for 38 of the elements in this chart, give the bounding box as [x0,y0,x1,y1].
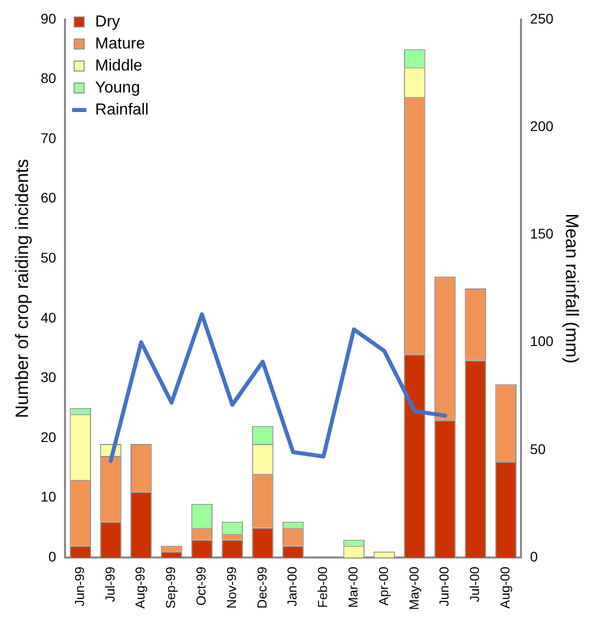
y-tick-label: 80 [40,70,56,86]
y-tick-label: 60 [40,190,56,206]
x-tick-label: Oct-99 [194,566,209,606]
x-tick-label: May-00 [406,566,422,610]
x-tick-label: Aug-00 [497,566,512,609]
y2-tick-label: 250 [530,10,554,26]
legend-label: Dry [95,13,120,30]
x-tick-label: Dec-99 [254,566,270,609]
x-tick-label: Nov-99 [224,566,239,609]
y2-axis-title: Mean rainfall (mm) [562,214,582,364]
y2-tick-label: 100 [530,333,554,350]
y2-tick-label: 0 [530,548,538,565]
x-tick-label: Aug-99 [132,566,148,609]
x-tick-label: Sep-99 [163,566,178,609]
y-tick-label: 90 [40,10,56,26]
y-tick-label: 30 [40,369,56,386]
legend-label: Mature [95,35,146,52]
x-tick-label: Jun-00 [436,566,452,606]
x-tick-label: Apr-00 [376,566,391,606]
x-tick-label: Jul-99 [102,566,118,602]
x-tick-label: Feb-00 [315,566,330,608]
x-tick-label: Mar-00 [345,566,360,608]
y2-tick-label: 50 [530,440,546,457]
y-tick-label: 20 [40,428,56,445]
y-tick-label: 0 [48,548,56,565]
legend-label: Middle [95,57,142,74]
x-tick-label: Jan-00 [284,566,300,606]
y2-tick-label: 200 [530,118,554,134]
legend-label: Young [95,79,140,96]
y-tick-label: 50 [40,249,56,266]
y-axis-title: Number of crop raiding incidents [12,158,32,418]
y-tick-label: 70 [40,130,56,146]
y-tick-label: 40 [40,309,56,326]
legend-label: Rainfall [95,101,149,118]
y2-tick-label: 150 [530,226,554,242]
x-tick-label: Jun-99 [72,566,87,606]
y-tick-label: 10 [40,488,56,505]
x-tick-label: Jul-00 [467,566,482,602]
